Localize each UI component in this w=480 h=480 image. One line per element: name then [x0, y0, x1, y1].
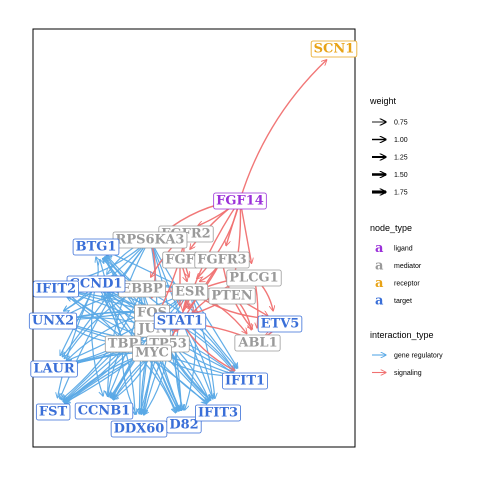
node-fst: FST [35, 403, 71, 421]
legend-node-type-label: ligand [394, 246, 413, 253]
node-ifit2: IFIT2 [33, 280, 79, 298]
legend-weight-label: 1.50 [394, 172, 408, 179]
node-box [226, 269, 282, 287]
node-box [72, 238, 120, 256]
node-ifit1: IFIT1 [222, 372, 268, 390]
node-label: IFIT2 [36, 282, 76, 297]
node-stat1: STAT1 [153, 312, 207, 330]
node-rps6ka3: RPS6KA3 [112, 231, 188, 249]
node-label: DDX60 [114, 422, 165, 437]
legend-node-type-label: receptor [394, 281, 420, 288]
legend-weight-label: 1.75 [394, 190, 408, 197]
node-label: EBBP [121, 282, 163, 297]
edge-rps6ka3-ccnb1 [108, 238, 151, 396]
legend-node-type-key: a [375, 276, 384, 291]
legend-node-type-key: a [375, 294, 384, 309]
node-box [310, 40, 358, 58]
legend-weight-label: 1.00 [394, 137, 408, 144]
node-label: MYC [135, 346, 169, 361]
node-ddx60: DDX60 [110, 420, 168, 438]
node-fgfr3: FGFR3 [194, 251, 250, 269]
node-myc: MYC [132, 344, 172, 362]
node-label: D82 [169, 418, 198, 433]
node-pten: PTEN [208, 287, 256, 305]
node-label: UNX2 [32, 314, 74, 329]
node-layer: SCN1FGF14FGFR2RPS6KA3FGFFGFR3PLCG1EBBPES… [28, 40, 358, 438]
legend-node-type-label: mediator [394, 263, 422, 270]
node-tbp: TBP [104, 335, 142, 353]
node-unx2: UNX2 [28, 312, 78, 330]
node-ccnd1: CCND1 [66, 275, 126, 293]
legend-interaction-type-title: interaction_type [370, 330, 434, 340]
node-label: CCNB1 [78, 404, 131, 419]
node-btg1: BTG1 [72, 238, 120, 256]
legend-node-type-key: a [375, 241, 384, 256]
node-label: FST [39, 405, 68, 420]
node-label: PTEN [211, 289, 252, 304]
node-box [35, 403, 71, 421]
node-box [153, 312, 207, 330]
edge-ccnd1-fst [57, 282, 97, 398]
node-ccnb1: CCNB1 [74, 402, 134, 420]
node-box [74, 402, 134, 420]
legend-node-type-title: node_type [370, 223, 412, 233]
node-box [195, 404, 241, 422]
node-box [172, 283, 209, 301]
edge-rps6ka3-fst [60, 238, 151, 399]
node-scn1: SCN1 [310, 40, 358, 58]
node-label: BTG1 [76, 240, 117, 255]
node-box [213, 192, 267, 210]
node-plcg1: PLCG1 [226, 269, 282, 287]
node-box [33, 280, 79, 298]
node-label: LAUR [33, 362, 75, 377]
node-box [28, 312, 78, 330]
edge-fgf14-scn1 [239, 60, 327, 201]
edge-ccnd1-ccnb1 [90, 282, 104, 396]
node-ebbp: EBBP [118, 280, 166, 298]
node-label: CCND1 [70, 277, 123, 292]
legend-interaction-type-label: signaling [394, 370, 422, 377]
legend-node-type-key: a [375, 259, 384, 274]
node-label: RPS6KA3 [116, 233, 185, 248]
node-ifit3: IFIT3 [195, 404, 241, 422]
node-label: FGF14 [216, 194, 264, 209]
node-box [30, 360, 78, 378]
node-etv5: ETV5 [257, 315, 303, 333]
node-fgf: FGF [162, 251, 199, 269]
node-box [166, 416, 202, 434]
node-label: PLCG1 [229, 271, 278, 286]
node-label: IFIT3 [198, 406, 238, 421]
legend-node-type-label: target [394, 298, 412, 305]
node-label: ESR [175, 285, 205, 300]
node-label: IFIT1 [225, 374, 265, 389]
legend-weight-title: weight [369, 96, 397, 106]
node-box [194, 251, 250, 269]
node-label: SCN1 [314, 42, 355, 57]
node-box [132, 344, 172, 362]
node-box [234, 334, 281, 352]
node-label: ETV5 [261, 317, 300, 332]
node-fgf14: FGF14 [213, 192, 267, 210]
legend-interaction-type-label: gene regulatory [394, 353, 443, 360]
node-label: ABL1 [237, 336, 277, 351]
node-box [208, 287, 256, 305]
node-esr: ESR [172, 283, 209, 301]
legend-weight-label: 1.25 [394, 155, 408, 162]
legend-weight-label: 0.75 [394, 120, 408, 127]
node-label: STAT1 [157, 314, 203, 329]
node-label: FGF [165, 253, 195, 268]
node-cd82: D82 [166, 416, 202, 434]
node-box [104, 335, 142, 353]
node-label: TBP [108, 337, 139, 352]
node-abl1: ABL1 [234, 334, 281, 352]
node-box [222, 372, 268, 390]
node-box [257, 315, 303, 333]
node-label: FGFR3 [197, 253, 246, 268]
node-laur: LAUR [30, 360, 78, 378]
